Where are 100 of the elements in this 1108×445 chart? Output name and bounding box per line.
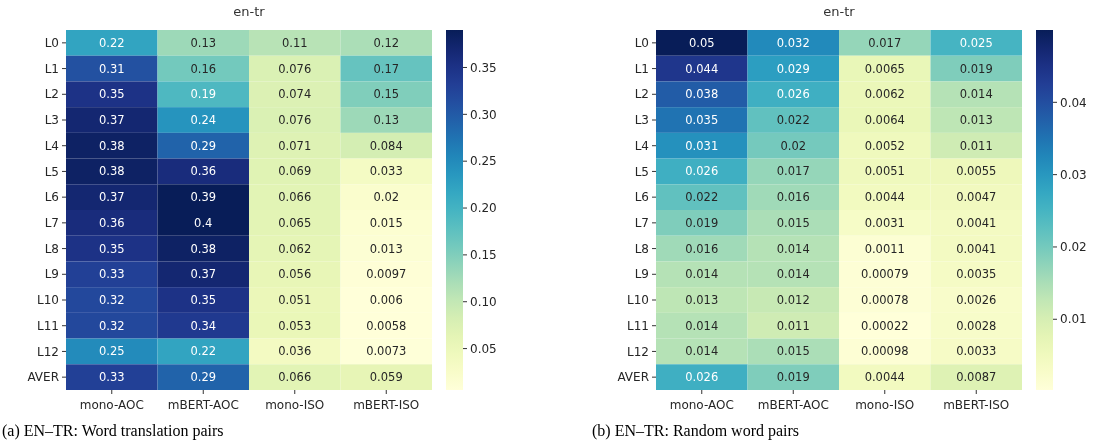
data-label: 0.026 — [685, 370, 719, 385]
data-label: 0.014 — [776, 241, 810, 256]
y-tick-label: L12 — [37, 344, 59, 359]
data-label: 0.31 — [98, 61, 125, 76]
data-label: 0.032 — [776, 35, 810, 50]
data-label: 0.0065 — [864, 61, 905, 76]
data-label: 0.051 — [278, 293, 312, 308]
x-tick-label: mBERT-AOC — [167, 398, 239, 412]
data-label: 0.13 — [190, 35, 217, 50]
data-label: 0.37 — [98, 113, 125, 128]
data-label: 0.0041 — [956, 215, 997, 230]
data-label: 0.019 — [685, 215, 719, 230]
data-label: 0.015 — [776, 215, 810, 230]
data-label: 0.013 — [369, 241, 403, 256]
y-tick-label: L1 — [44, 61, 59, 76]
data-label: 0.044 — [685, 61, 719, 76]
data-label: 0.074 — [278, 87, 312, 102]
data-label: 0.02 — [373, 190, 400, 205]
data-label: 0.019 — [776, 370, 810, 385]
data-label: 0.00078 — [860, 293, 909, 308]
data-label: 0.012 — [776, 293, 810, 308]
data-label: 0.00079 — [860, 267, 909, 282]
data-label: 0.0026 — [956, 293, 997, 308]
y-tick-label: L4 — [44, 138, 59, 153]
data-label: 0.37 — [98, 190, 125, 205]
color-bar-label: 0.15 — [470, 248, 497, 263]
y-tick-label: L9 — [44, 267, 59, 282]
color-bar-label: 0.02 — [1060, 240, 1087, 255]
y-tick-label: AVER — [617, 370, 649, 385]
data-label: 0.015 — [776, 344, 810, 359]
data-label: 0.29 — [190, 138, 217, 153]
y-tick-label: AVER — [27, 370, 59, 385]
y-tick-label: L0 — [634, 36, 649, 51]
data-label: 0.33 — [98, 370, 125, 385]
data-label: 0.00098 — [860, 344, 909, 359]
data-label: 0.15 — [373, 87, 400, 102]
data-label: 0.014 — [685, 318, 719, 333]
data-label: 0.006 — [369, 293, 403, 308]
data-label: 0.36 — [98, 215, 125, 230]
data-label: 0.35 — [98, 241, 125, 256]
data-label: 0.076 — [278, 61, 312, 76]
data-label: 0.015 — [369, 215, 403, 230]
data-label: 0.0087 — [956, 370, 997, 385]
y-tick-label: L6 — [634, 190, 649, 205]
data-label: 0.0073 — [366, 344, 407, 359]
color-bar-label: 0.05 — [470, 341, 497, 356]
data-label: 0.0051 — [864, 164, 905, 179]
data-label: 0.0044 — [864, 190, 905, 205]
data-label: 0.13 — [373, 113, 400, 128]
color-bar-label: 0.04 — [1060, 95, 1087, 110]
color-bar-label: 0.35 — [470, 60, 497, 75]
data-label: 0.0058 — [366, 318, 407, 333]
data-label: 0.36 — [190, 164, 217, 179]
data-label: 0.02 — [780, 138, 807, 153]
x-tick-label: mono-ISO — [855, 398, 915, 412]
data-label: 0.014 — [685, 344, 719, 359]
data-label: 0.38 — [98, 164, 125, 179]
color-bar-label: 0.20 — [470, 201, 497, 216]
data-label: 0.011 — [776, 318, 810, 333]
data-label: 0.39 — [190, 190, 217, 205]
data-label: 0.022 — [685, 190, 719, 205]
data-label: 0.033 — [369, 164, 403, 179]
data-label: 0.16 — [190, 61, 217, 76]
y-tick-label: L6 — [44, 190, 59, 205]
data-label: 0.32 — [98, 293, 125, 308]
y-tick-label: L3 — [634, 113, 649, 128]
data-label: 0.013 — [685, 293, 719, 308]
data-label: 0.37 — [190, 267, 217, 282]
data-label: 0.071 — [278, 138, 312, 153]
y-tick-label: L1 — [634, 61, 649, 76]
data-label: 0.11 — [281, 35, 308, 50]
data-label: 0.12 — [373, 35, 400, 50]
text: (a) EN–TR: Word translation pairs — [2, 422, 224, 440]
data-label: 0.026 — [776, 87, 810, 102]
color-bar-label: 0.03 — [1060, 167, 1087, 182]
data-label: 0.076 — [278, 113, 312, 128]
data-label: 0.013 — [959, 113, 993, 128]
y-tick-label: L3 — [44, 113, 59, 128]
data-label: 0.0028 — [956, 318, 997, 333]
x-tick-label: mono-AOC — [669, 398, 734, 412]
data-label: 0.34 — [190, 318, 217, 333]
data-label: 0.4 — [194, 215, 213, 230]
chart-title: en-tr — [823, 4, 856, 19]
data-label: 0.066 — [278, 370, 312, 385]
data-label: 0.056 — [278, 267, 312, 282]
y-tick-label: L8 — [44, 241, 59, 256]
y-tick-label: L11 — [627, 318, 649, 333]
y-tick-label: L10 — [37, 293, 59, 308]
data-label: 0.25 — [98, 344, 125, 359]
y-tick-label: L11 — [37, 318, 59, 333]
data-label: 0.029 — [776, 61, 810, 76]
y-tick-label: L8 — [634, 241, 649, 256]
data-label: 0.38 — [190, 241, 217, 256]
data-label: 0.19 — [190, 87, 217, 102]
color-bar-label: 0.01 — [1060, 312, 1087, 327]
data-label: 0.014 — [776, 267, 810, 282]
y-tick-label: L2 — [44, 87, 59, 102]
x-tick-label: mono-AOC — [79, 398, 144, 412]
data-label: 0.0041 — [956, 241, 997, 256]
data-label: 0.016 — [685, 241, 719, 256]
